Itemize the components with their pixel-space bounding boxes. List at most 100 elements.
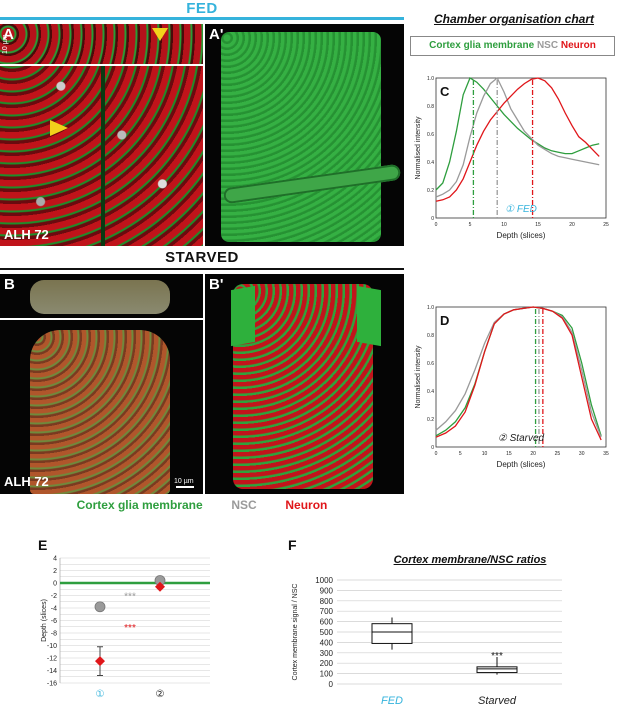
chart-f-ytick: 400: [320, 638, 334, 647]
arrowhead-icon-top: [152, 28, 168, 41]
chart-c-xtick: 25: [603, 222, 609, 228]
chart-d-ytick: 1.0: [427, 305, 434, 311]
chart-c-ytick: 0.4: [427, 160, 434, 166]
panel-b-label: B: [4, 276, 15, 293]
legend-cortex: Cortex glia membrane: [76, 498, 203, 512]
chart-e-ytick: -16: [47, 681, 57, 688]
chart-e-xtick: ①: [96, 689, 105, 700]
panel-a-top-strip: [0, 24, 203, 66]
chart-c-xtick: 5: [469, 222, 472, 228]
chart-legend-neuron: Neuron: [560, 40, 596, 51]
chart-e-ytick: -10: [47, 643, 57, 650]
chart-d: 0 5 10 15 20 25 30 35 0 0.2 0.4 0.6 0.8 1.0 Depth (sli…: [415, 305, 609, 469]
chart-d-xtick: 5: [459, 451, 462, 457]
panel-a-prime-tissue: [221, 32, 381, 242]
chart-d-xtick: 35: [603, 451, 609, 457]
panel-a-midline: [101, 66, 105, 246]
chart-c-ylabel: Normalised intensity: [415, 116, 422, 180]
chart-c-xtick: 15: [535, 222, 541, 228]
chart-d-xtick: 25: [555, 451, 561, 457]
chart-e-point-neuron: [155, 581, 165, 592]
chart-c-ytick: 0.2: [427, 188, 434, 194]
chart-f-ytick: 500: [320, 628, 334, 637]
legend-neuron: Neuron: [285, 498, 328, 512]
chart-c-ytick: 0.8: [427, 104, 434, 110]
chart-f-ytick: 0: [329, 680, 334, 689]
chart-f-ytick: 100: [320, 670, 334, 679]
chart-c-xtick: 10: [501, 222, 507, 228]
panel-b-tissue: [30, 330, 170, 494]
chart-f-sig: ***: [491, 651, 503, 662]
chart-e-point-nsc: [94, 601, 106, 613]
chart-e-ytick: -8: [51, 631, 57, 638]
chart-f-xtick: FED: [381, 695, 403, 707]
panel-a-image: A 10 µm ALH 72 10 µm: [0, 24, 203, 246]
chart-f-ytick: 800: [320, 597, 334, 606]
chart-c-xtick: 20: [569, 222, 575, 228]
panel-b-scale-bar: [176, 486, 194, 488]
chart-e: 4 2 0 -2 -4 -6 -8 -10 -12 -14 -16 Depth (slices) ① ② *…: [41, 556, 210, 700]
chart-d-annotation: ② Starved: [498, 433, 545, 444]
chart-f-ytick: 1000: [315, 576, 333, 585]
starved-divider: [0, 268, 404, 270]
panel-c-label: C: [440, 84, 450, 99]
chart-f-xtick: Starved: [478, 695, 517, 707]
chart-d-xtick: 30: [579, 451, 585, 457]
panel-b-prime-left-wing: [231, 285, 255, 347]
panel-b-top-strip: [30, 280, 170, 314]
chart-d-xtick: 0: [435, 451, 438, 457]
chart-f-ytick: 200: [320, 659, 334, 668]
panel-a-prime-label: A': [209, 26, 224, 43]
chart-d-ytick: 0.4: [427, 389, 434, 395]
chart-legend-nsc: NSC: [536, 40, 559, 51]
panel-e-label: E: [38, 537, 48, 553]
chart-d-ytick: 0.8: [427, 333, 434, 339]
chart-f-title: Cortex membrane/NSC ratios: [393, 554, 547, 566]
chart-e-ytick: -6: [51, 618, 57, 625]
panel-f-label: F: [288, 537, 297, 553]
chart-e-ytick: -2: [51, 593, 57, 600]
panel-a-age-label: ALH 72: [4, 227, 49, 242]
chart-c-ytick: 0.6: [427, 132, 434, 138]
chart-d-series-cortex-glia-membrane: [435, 306, 602, 437]
chart-e-ytick: 4: [53, 556, 57, 563]
chart-e-ylabel: Depth (slices): [41, 599, 48, 642]
panel-b-age-label: ALH 72: [4, 474, 49, 489]
chart-c-frame: [435, 77, 607, 219]
chart-c-series-neuron: [435, 77, 600, 202]
fed-divider: [0, 17, 404, 20]
chart-f-ytick: 300: [320, 649, 334, 658]
chart-e-ytick: -4: [51, 606, 57, 613]
panel-b-prime-tissue: [233, 284, 373, 489]
chart-d-ytick: 0: [431, 445, 434, 451]
panel-a-label: A: [3, 26, 14, 43]
chart-e-ytick: -12: [47, 656, 57, 663]
chart-c-series-nsc: [435, 76, 600, 198]
panel-b-prime-right-wing: [357, 285, 381, 347]
fed-header: FED: [186, 0, 218, 17]
chart-e-sig-nsc: ***: [124, 592, 136, 603]
panel-b-prime-label: B': [209, 276, 224, 293]
panel-a-vertical-scale-label: 10 µm: [2, 34, 9, 54]
chart-legend-box: Cortex glia membrane NSC Neuron: [410, 36, 615, 56]
chart-c-xlabel: Depth (slices): [497, 231, 546, 240]
chart-f-box: [371, 623, 413, 644]
legend-nsc: NSC: [231, 498, 257, 512]
chart-f-ytick: 600: [320, 618, 334, 627]
chamber-chart-title: Chamber organisation chart: [433, 12, 595, 26]
chart-c-ytick: 1.0: [427, 76, 434, 82]
chart-d-series-neuron: [435, 306, 602, 441]
chart-e-sig-neuron: ***: [124, 623, 136, 634]
panel-b-prime-image: B': [205, 274, 404, 494]
chart-e-ytick: 0: [53, 581, 57, 588]
chart-c-ytick: 0: [431, 216, 434, 222]
chart-e-point-neuron: [95, 656, 105, 667]
chart-c: 0 5 10 15 20 25 0 0.2 0.4 0.6 0.8 1.0 Depth (slices)…: [415, 76, 609, 240]
chart-d-frame: [435, 306, 607, 448]
chart-d-ytick: 0.6: [427, 361, 434, 367]
chart-c-annotation: ① FED: [505, 204, 537, 215]
chart-e-xtick: ②: [156, 689, 165, 700]
chart-d-ylabel: Normalised intensity: [415, 345, 422, 409]
chart-d-xtick: 15: [506, 451, 512, 457]
